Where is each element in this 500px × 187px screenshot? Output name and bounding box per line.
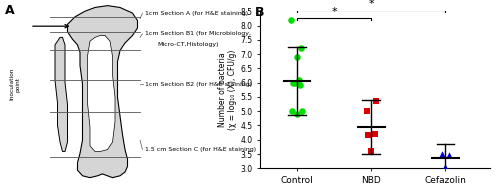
Point [364,134,372,137]
Point [445,154,453,157]
Text: B: B [255,6,264,19]
Y-axis label: Number of bacteria
(χ = log₁₀ (X), CFU/g): Number of bacteria (χ = log₁₀ (X), CFU/g… [218,50,238,130]
Text: 1cm Section A (for H&E staining): 1cm Section A (for H&E staining) [145,11,248,16]
Point [298,110,306,113]
Text: 1cm Section B2 (for H&E staining): 1cm Section B2 (for H&E staining) [145,82,252,87]
Point [368,150,376,153]
Text: Micro-CT,Histology): Micro-CT,Histology) [158,42,219,47]
Polygon shape [68,6,138,178]
Text: Inoculation
point: Inoculation point [10,68,20,100]
Point [291,81,299,84]
Point [288,110,296,113]
Text: 1.5 cm Section C (for H&E staining): 1.5 cm Section C (for H&E staining) [145,147,256,152]
Point [442,165,450,168]
Point [294,78,302,81]
Text: A: A [5,4,15,17]
Point [287,18,295,21]
Point [371,133,379,136]
Point [296,84,304,87]
Point [290,81,298,84]
Point [293,55,301,58]
Point [297,47,305,50]
Point [363,110,371,113]
Text: 1cm Section B1 (for Microbiology,: 1cm Section B1 (for Microbiology, [145,31,251,36]
Point [293,113,301,116]
Text: *: * [332,7,337,17]
Point [372,100,380,103]
Polygon shape [55,37,68,151]
Point [438,153,446,156]
Polygon shape [88,36,115,151]
Text: *: * [368,0,374,9]
